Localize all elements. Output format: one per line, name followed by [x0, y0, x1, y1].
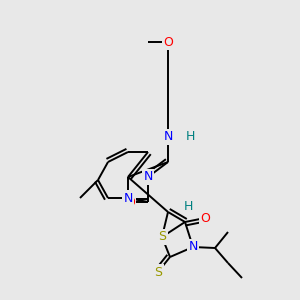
Text: O: O [200, 212, 210, 224]
Text: H: H [185, 130, 195, 143]
Text: S: S [158, 230, 166, 244]
Text: S: S [154, 266, 162, 278]
Text: N: N [123, 191, 133, 205]
Text: N: N [143, 170, 153, 184]
Text: N: N [188, 241, 198, 254]
Text: H: H [183, 200, 193, 214]
Text: O: O [125, 196, 135, 208]
Text: O: O [163, 35, 173, 49]
Text: N: N [163, 130, 173, 143]
